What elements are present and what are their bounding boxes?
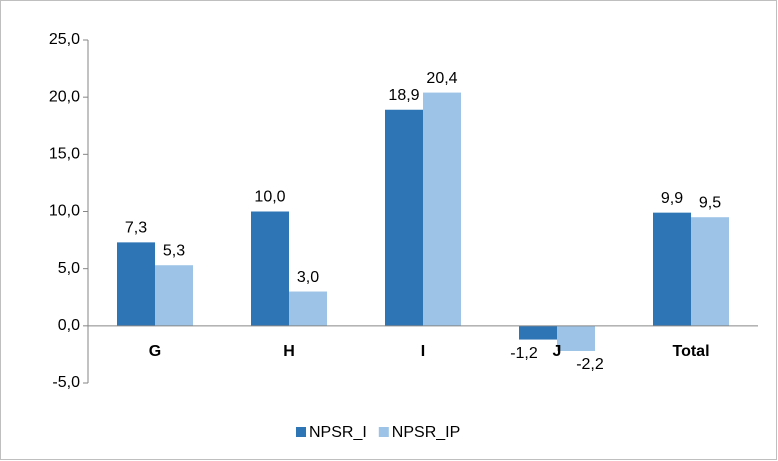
- data-label: -1,2: [510, 345, 538, 362]
- bar: [155, 265, 193, 326]
- data-label: 5,3: [163, 242, 185, 259]
- legend-label: NPSR_IP: [392, 424, 460, 441]
- x-tick-label: H: [283, 343, 295, 360]
- bar: [423, 92, 461, 326]
- legend-label: NPSR_I: [309, 424, 367, 441]
- bar: [251, 211, 289, 326]
- x-tick-label: Total: [672, 343, 709, 360]
- bar: [557, 325, 595, 351]
- legend-swatch: [296, 427, 306, 437]
- x-tick-label: I: [421, 343, 425, 360]
- data-label: 9,9: [661, 190, 683, 207]
- data-label: 10,0: [254, 189, 285, 206]
- bar: [653, 212, 691, 326]
- y-tick-label: -5,0: [52, 374, 80, 391]
- data-label: 7,3: [125, 220, 147, 237]
- data-label: 3,0: [297, 269, 319, 286]
- legend-swatch: [378, 427, 389, 437]
- y-tick-label: 10,0: [49, 203, 80, 220]
- data-label: -2,2: [576, 356, 604, 373]
- x-tick-label: G: [149, 343, 161, 360]
- data-label: 9,5: [699, 194, 721, 211]
- y-tick-label: 25,0: [49, 31, 80, 48]
- bar: [117, 242, 155, 326]
- bar: [385, 109, 423, 326]
- y-tick-label: 5,0: [58, 260, 80, 277]
- bar: [691, 217, 729, 326]
- bar: [289, 291, 327, 326]
- x-tick-label: J: [553, 343, 562, 360]
- y-tick-label: 0,0: [58, 317, 80, 334]
- y-tick-label: 20,0: [49, 88, 80, 105]
- bar: [519, 325, 557, 340]
- data-label: 20,4: [426, 70, 457, 87]
- y-tick-label: 15,0: [49, 146, 80, 163]
- data-label: 18,9: [388, 87, 419, 104]
